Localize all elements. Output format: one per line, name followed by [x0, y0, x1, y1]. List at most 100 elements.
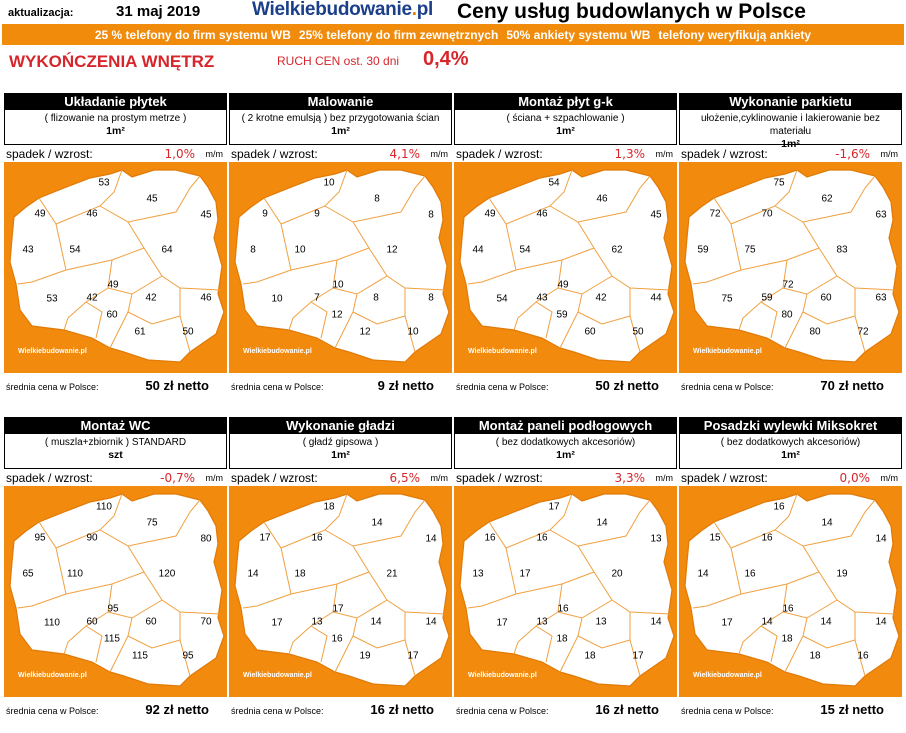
region-price: 13 — [311, 616, 323, 628]
poland-outline — [684, 493, 900, 687]
card-description: ( gładź gipsowa ) 1m² — [229, 434, 452, 469]
change-row: spadek / wzrost: 1,3% m/m — [454, 146, 677, 162]
region-price: 61 — [134, 326, 146, 338]
service-card: Układanie płytek( flizowanie na prostym … — [4, 93, 227, 397]
site-logo[interactable]: Wielkiebudowanie.pl — [252, 0, 433, 21]
region-border — [577, 635, 641, 677]
region-price: 115 — [104, 633, 120, 645]
poland-map: 10 8 9 9 8 8 10 12 10 10 7 8 8 12 12 10 Wielkiebudowanie… — [229, 162, 452, 373]
region-price: 50 — [632, 326, 644, 338]
poland-outline — [234, 169, 450, 363]
card-description: ( 2 krotne emulsją ) bez przygotowania ś… — [229, 110, 452, 145]
region-price: 20 — [611, 568, 623, 580]
region-price: 13 — [595, 616, 607, 628]
region-price: 14 — [821, 517, 833, 529]
banner-item: telefony weryfikują ankiety — [658, 27, 812, 42]
region-border — [310, 625, 328, 663]
region-price: 16 — [782, 603, 794, 615]
region-border — [55, 493, 123, 549]
change-value: 1,3% — [614, 147, 646, 161]
service-card: Malowanie ( 2 krotne emulsją ) bez przygo… — [229, 93, 452, 397]
region-price: 13 — [536, 616, 548, 628]
region-price: 7 — [314, 292, 320, 304]
region-price: 14 — [875, 533, 887, 545]
region-price: 8 — [428, 292, 434, 304]
change-period: m/m — [205, 149, 224, 159]
card-title: Malowanie — [229, 93, 452, 110]
region-price: 95 — [34, 532, 46, 544]
region-price: 115 — [132, 650, 148, 662]
service-card: Wykonanie gładzi( gładź gipsowa ) 1m² spad… — [229, 417, 452, 721]
region-price: 16 — [311, 532, 323, 544]
average-row: średnia cena w Polsce: 92 zł netto — [4, 701, 227, 721]
region-border — [760, 625, 778, 663]
poland-outline — [9, 169, 225, 363]
description-text: ( muszla+zbiornik ) STANDARD — [44, 437, 187, 448]
region-price: 10 — [332, 279, 344, 291]
region-price: 110 — [96, 501, 112, 513]
service-card: Posadzki wylewki Miksokret( bez dodatkow… — [679, 417, 902, 721]
average-price: 16 zł netto — [595, 702, 659, 717]
region-border — [242, 593, 292, 609]
country-shape — [9, 493, 225, 687]
change-period: m/m — [205, 473, 224, 483]
region-price: 45 — [650, 209, 662, 221]
country-shape — [459, 169, 675, 363]
average-row: średnia cena w Polsce: 50 zł netto — [4, 377, 227, 397]
poland-outline — [234, 493, 450, 687]
poland-map: 17 14 16 16 13 13 17 20 16 17 13 13 14 18 18 17 Wielkieb… — [454, 486, 677, 697]
region-price: 59 — [761, 292, 773, 304]
region-price: 42 — [145, 292, 157, 304]
price-trend-label: RUCH CEN ost. 30 dni — [277, 54, 400, 68]
region-price: 46 — [536, 208, 548, 220]
region-price: 10 — [407, 326, 419, 338]
average-row: średnia cena w Polsce: 50 zł netto — [454, 377, 677, 397]
region-border — [760, 301, 778, 339]
change-row: spadek / wzrost: 1,0% m/m — [4, 146, 227, 162]
region-price: 46 — [200, 292, 212, 304]
unit-label: szt — [108, 449, 123, 461]
card-description: ułożenie,cyklinowanie i lakierowanie bez… — [679, 110, 902, 150]
region-border — [535, 301, 553, 339]
region-price: 43 — [536, 292, 548, 304]
change-row: spadek / wzrost: 4,1% m/m — [229, 146, 452, 162]
country-shape — [684, 169, 900, 363]
region-price: 16 — [857, 650, 869, 662]
region-price: 18 — [294, 568, 306, 580]
change-period: m/m — [430, 473, 449, 483]
region-price: 46 — [86, 208, 98, 220]
description-text: ułożenie,cyklinowanie i lakierowanie bez… — [701, 113, 880, 137]
region-price: 16 — [331, 633, 343, 645]
poland-map: 16 14 15 16 14 14 16 19 16 17 14 14 14 18 18 16 Wielkieb… — [679, 486, 902, 697]
average-label: średnia cena w Polsce: — [456, 382, 549, 392]
description-text: ( gładź gipsowa ) — [302, 437, 379, 448]
region-price: 120 — [158, 568, 176, 580]
change-period: m/m — [430, 149, 449, 159]
region-price: 60 — [820, 292, 832, 304]
poland-map: 53 45 49 46 45 43 54 64 49 53 42 42 46 60 61 50 Wielkieb… — [4, 162, 227, 373]
average-price: 15 zł netto — [820, 702, 884, 717]
region-price: 59 — [556, 309, 568, 321]
average-price: 16 zł netto — [370, 702, 434, 717]
region-price: 17 — [332, 603, 344, 615]
change-value: -0,7% — [160, 471, 195, 485]
card-title: Wykonanie parkietu — [679, 93, 902, 110]
region-price: 17 — [271, 617, 283, 629]
change-label: spadek / wzrost: — [681, 147, 768, 161]
poland-outline — [459, 493, 675, 687]
region-price: 10 — [294, 244, 306, 256]
change-row: spadek / wzrost: -1,6% m/m — [679, 146, 902, 162]
change-value: 3,3% — [614, 471, 646, 485]
region-price: 75 — [721, 293, 733, 305]
region-price: 90 — [86, 532, 98, 544]
change-label: spadek / wzrost: — [231, 147, 318, 161]
region-price: 44 — [472, 244, 484, 256]
region-price: 14 — [425, 533, 437, 545]
card-description: ( bez dodatkowych akcesoriów) 1m² — [679, 434, 902, 469]
average-row: średnia cena w Polsce: 16 zł netto — [229, 701, 452, 721]
region-price: 9 — [262, 208, 268, 220]
region-price: 65 — [22, 568, 34, 580]
description-text: ( flizowanie na prostym metrze ) — [44, 113, 187, 124]
region-price: 16 — [773, 501, 785, 513]
average-price: 9 zł netto — [377, 378, 434, 393]
